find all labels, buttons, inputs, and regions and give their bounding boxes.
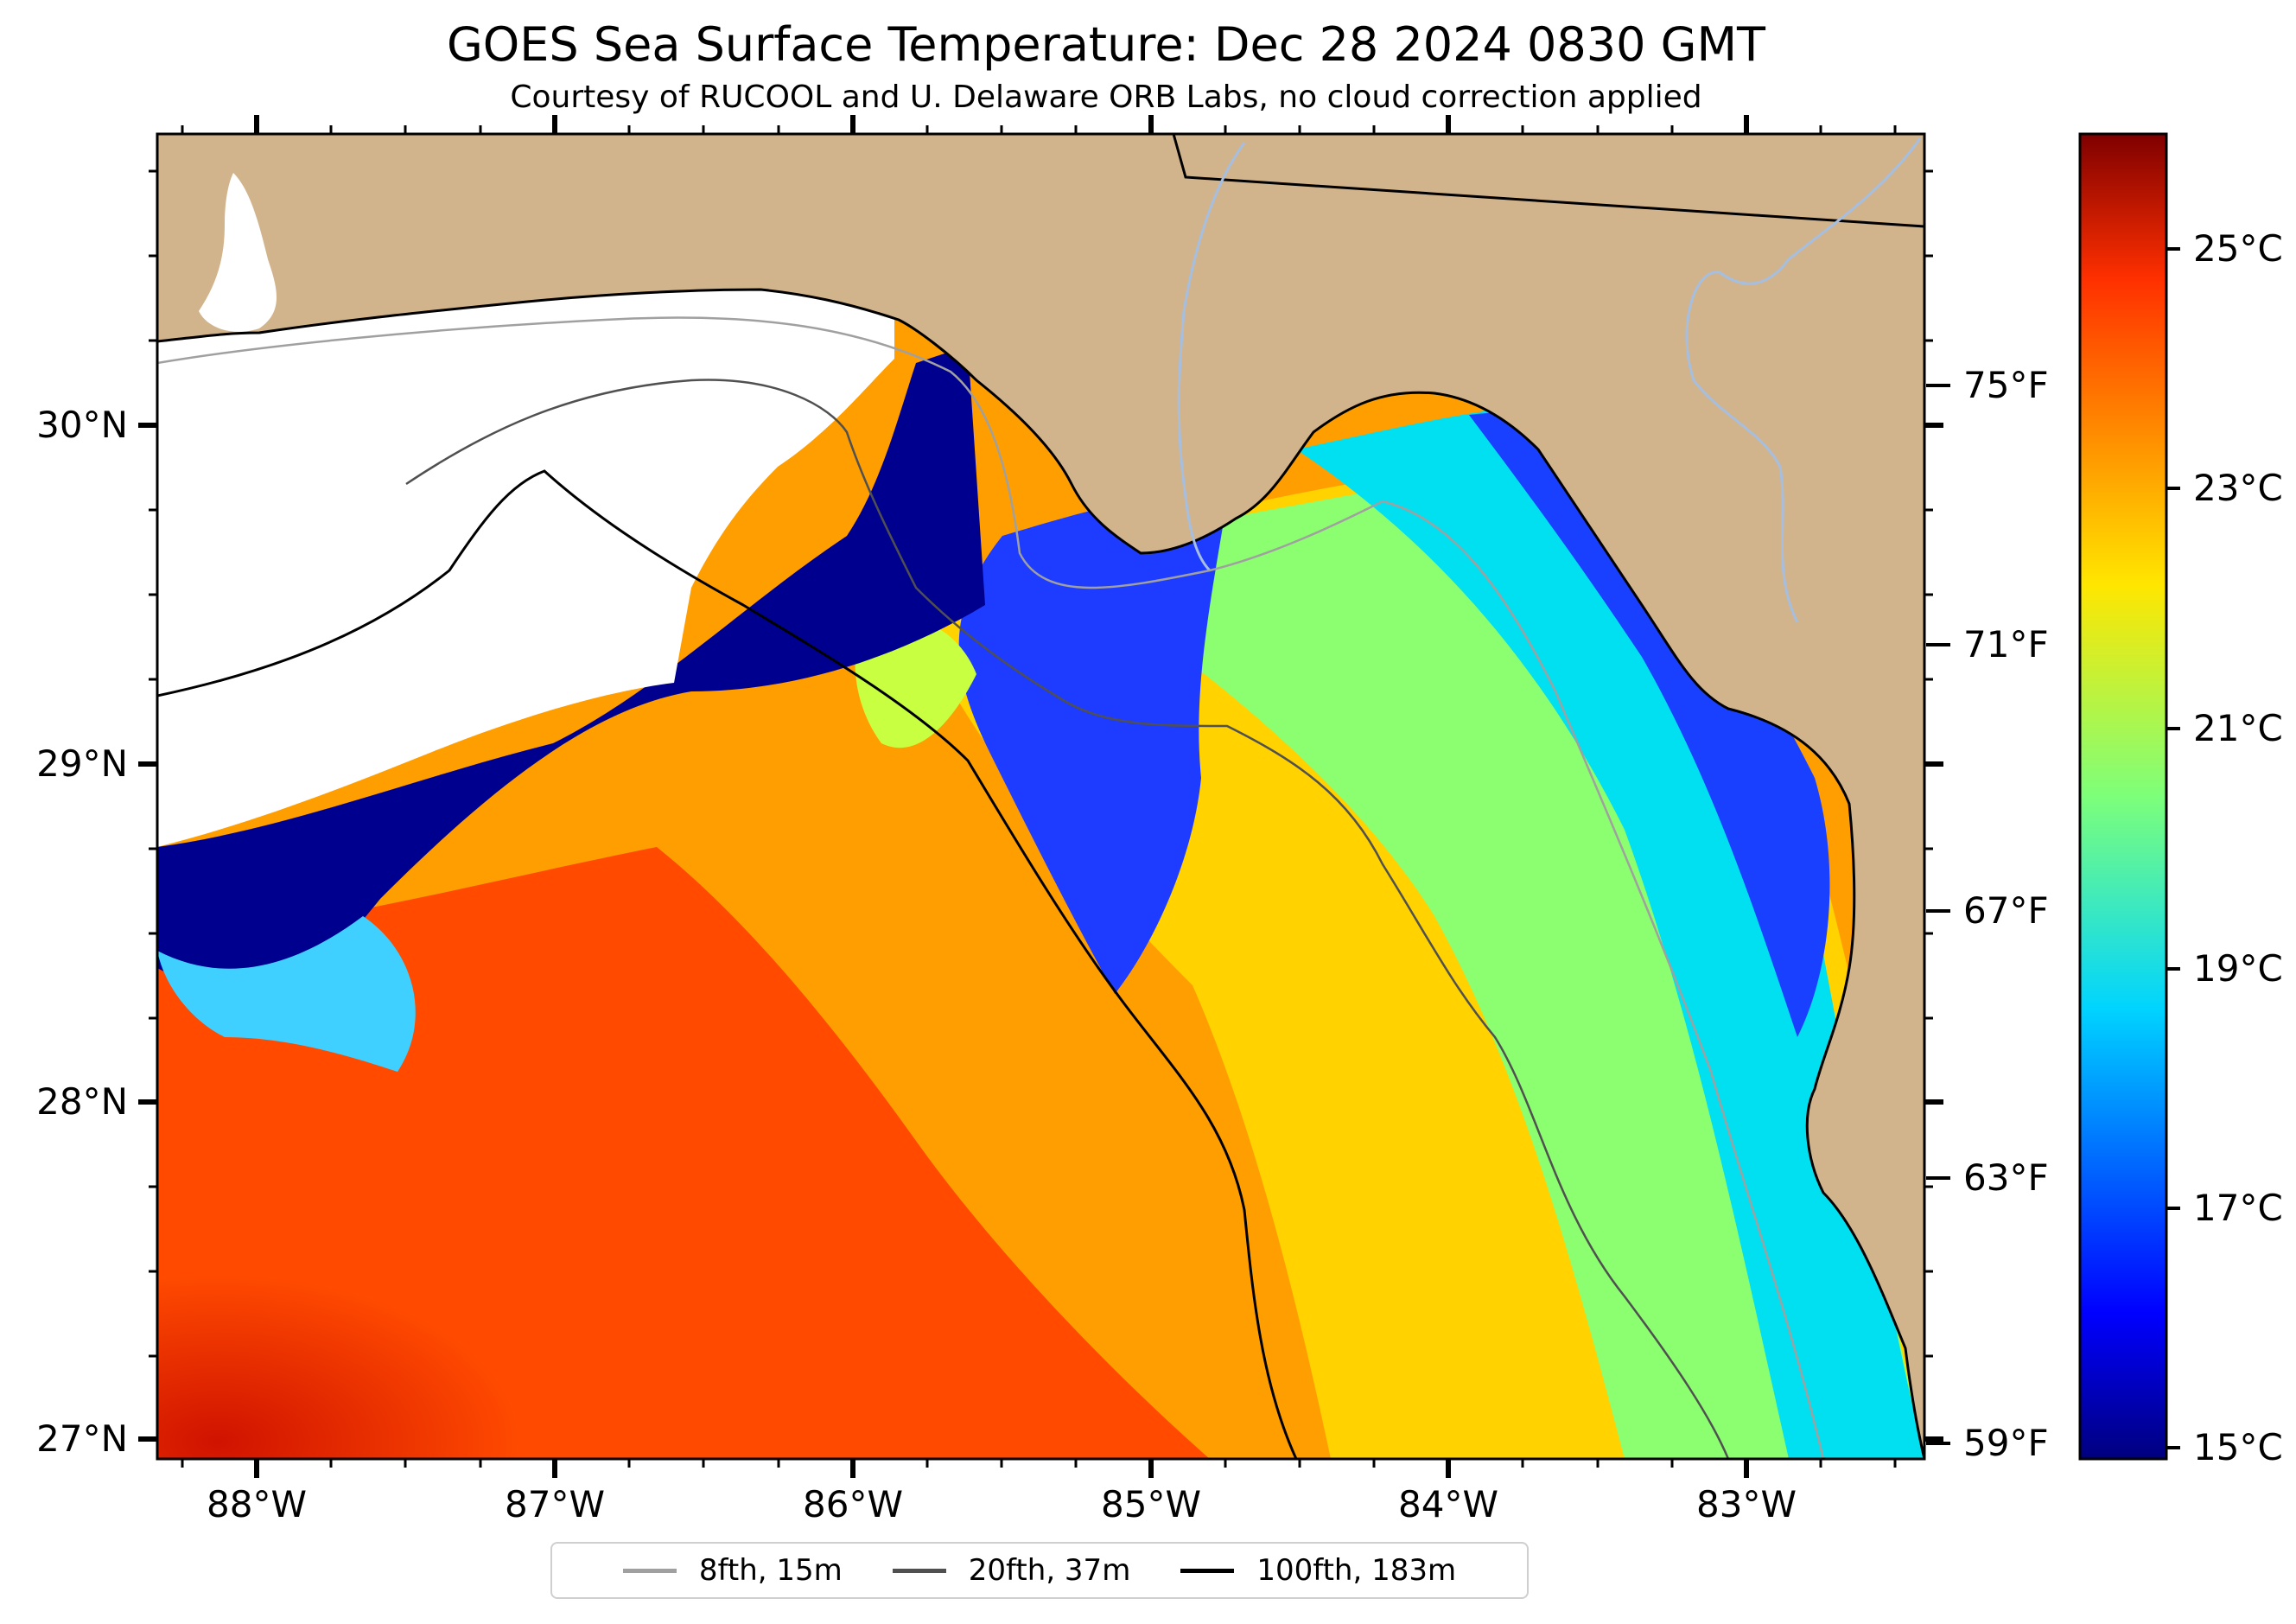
lon-label-85w: 85°W xyxy=(1101,1483,1201,1525)
legend-label-100fth: 100fth, 183m xyxy=(1256,1553,1457,1588)
celsius-label-15: 15°C xyxy=(2193,1426,2283,1468)
fahrenheit-label-75: 75°F xyxy=(1963,364,2049,406)
sst-cyan-patch xyxy=(157,916,416,1072)
legend-swatch-100fth xyxy=(1180,1568,1235,1573)
fahrenheit-label-59: 59°F xyxy=(1963,1422,2049,1464)
map-subtitle: Courtesy of RUCOOL and U. Delaware ORB L… xyxy=(510,80,1702,115)
celsius-label-25: 25°C xyxy=(2193,227,2283,270)
fahrenheit-ticks xyxy=(1926,384,1950,1445)
fahrenheit-label-63: 63°F xyxy=(1963,1156,2049,1199)
lat-label-28n: 28°N xyxy=(36,1080,128,1123)
lat-label-27n: 27°N xyxy=(36,1417,128,1460)
fahrenheit-label-67: 67°F xyxy=(1963,889,2049,932)
lon-label-84w: 84°W xyxy=(1398,1483,1498,1525)
isobath-100fth xyxy=(157,469,1298,1459)
legend-label-20fth: 20fth, 37m xyxy=(968,1553,1131,1588)
lon-label-88w: 88°W xyxy=(207,1483,307,1525)
lon-major-ticks xyxy=(254,115,1749,1478)
legend-label-8fth: 8fth, 15m xyxy=(698,1553,843,1588)
legend-swatch-20fth xyxy=(892,1568,946,1573)
fahrenheit-label-71: 71°F xyxy=(1963,623,2049,666)
legend-item-8fth: 8fth, 15m xyxy=(622,1553,843,1588)
celsius-label-19: 19°C xyxy=(2193,947,2283,990)
state-border xyxy=(1172,134,1924,228)
isobath-legend: 8fth, 15m 20fth, 37m 100fth, 183m xyxy=(550,1542,1529,1599)
coastline xyxy=(157,134,1924,1459)
land-mass xyxy=(157,134,1924,1459)
isobath-8fth xyxy=(157,316,1825,1459)
map-frame xyxy=(156,132,1926,1461)
colorbar-ticks xyxy=(2166,247,2180,1449)
legend-item-20fth: 20fth, 37m xyxy=(892,1553,1131,1588)
legend-swatch-8fth xyxy=(622,1568,677,1573)
river-apalachicola xyxy=(1177,142,1246,572)
map-area xyxy=(157,134,1924,1459)
sst-cold-plume xyxy=(958,495,1227,994)
lon-label-83w: 83°W xyxy=(1696,1483,1797,1525)
sst-dark-band xyxy=(157,346,985,999)
minor-ticks xyxy=(149,125,1933,1468)
map-title: GOES Sea Surface Temperature: Dec 28 202… xyxy=(446,17,1766,72)
mobile-bay xyxy=(199,173,277,332)
lat-major-ticks xyxy=(138,423,1943,1442)
sst-cyan-zone xyxy=(1296,404,1924,1459)
sst-hottest-zone xyxy=(157,1124,762,1459)
lon-label-87w: 87°W xyxy=(505,1483,605,1525)
celsius-label-17: 17°C xyxy=(2193,1187,2283,1229)
legend-item-100fth: 100fth, 183m xyxy=(1180,1553,1456,1588)
lat-label-30n: 30°N xyxy=(36,404,128,446)
celsius-label-21: 21°C xyxy=(2193,707,2283,749)
lon-label-86w: 86°W xyxy=(803,1483,903,1525)
river-suwannee xyxy=(1685,137,1922,623)
lat-label-29n: 29°N xyxy=(36,742,128,785)
celsius-label-23: 23°C xyxy=(2193,467,2283,509)
colorbar xyxy=(2078,132,2168,1461)
isobath-20fth xyxy=(405,379,1730,1459)
